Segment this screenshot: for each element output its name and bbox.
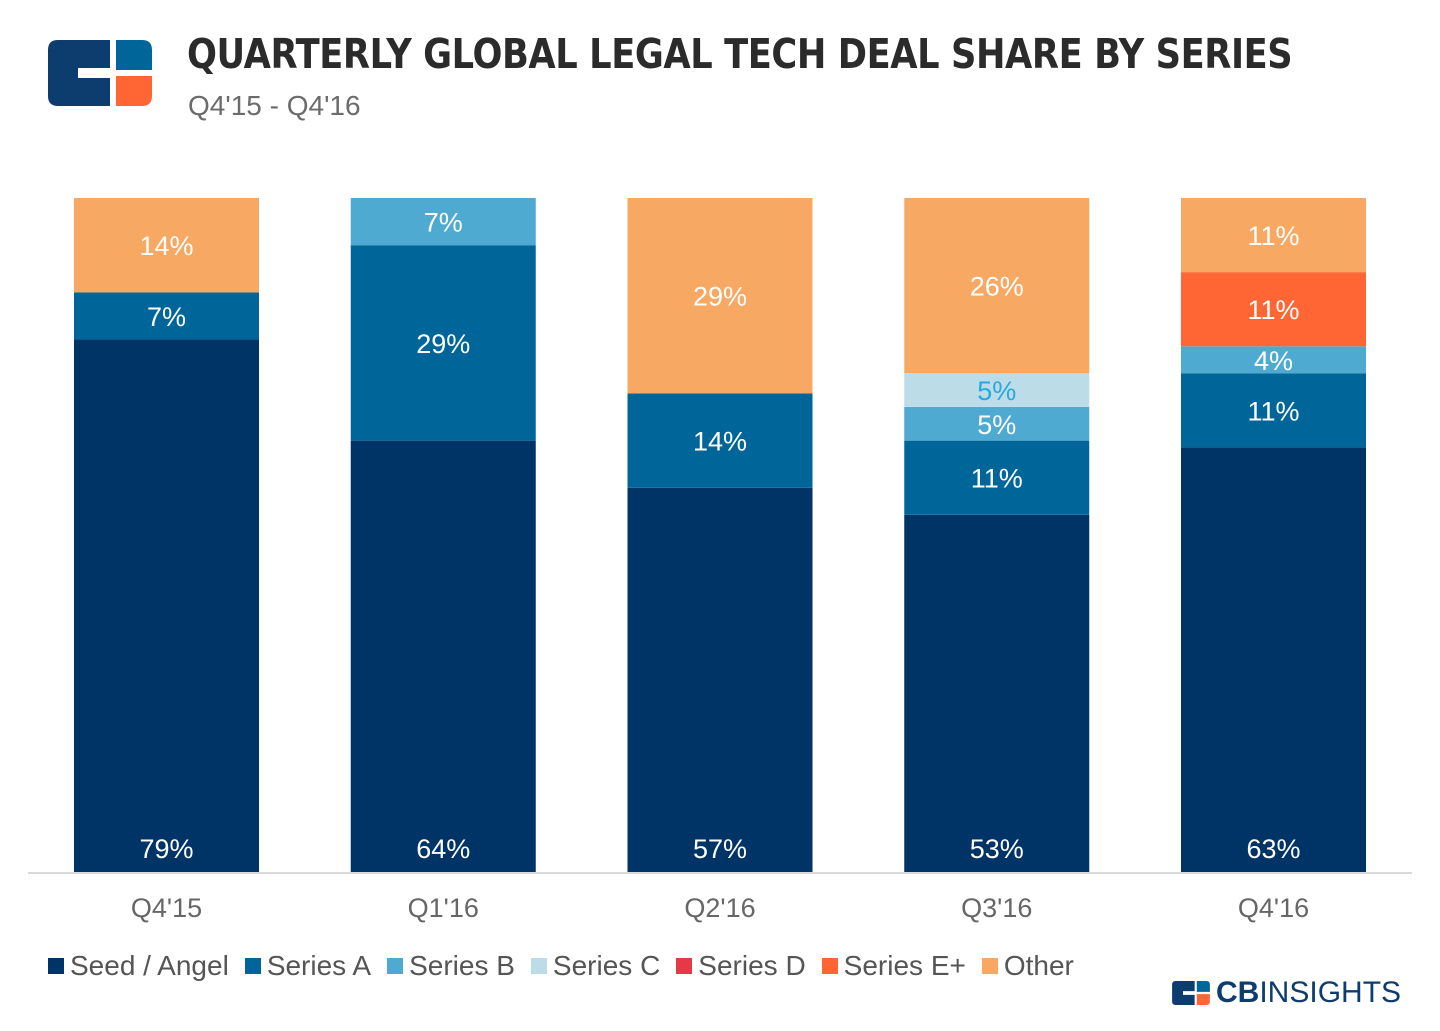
data-label: 53% xyxy=(970,834,1024,864)
data-label: 4% xyxy=(1254,346,1293,376)
legend-label: Seed / Angel xyxy=(70,950,229,981)
bar-segment-other-3 xyxy=(904,198,1090,374)
cbinsights-mark-icon xyxy=(1172,981,1210,1005)
cbinsights-logo-icon xyxy=(48,40,152,106)
data-label: 11% xyxy=(971,464,1023,494)
brand-name: CBINSIGHTS xyxy=(1216,976,1401,1010)
bar-segment-series-a-3 xyxy=(904,440,1090,515)
bar-segment-series-b-1 xyxy=(350,198,536,246)
data-label: 11% xyxy=(1247,396,1299,426)
data-label: 79% xyxy=(139,834,193,864)
x-tick-label: Q4'15 xyxy=(131,893,202,923)
chart-subtitle: Q4'15 - Q4'16 xyxy=(188,90,361,121)
legend-item-series-e-: Series E+ xyxy=(821,950,966,982)
bar-segment-series-c-3 xyxy=(904,373,1090,407)
legend-swatch xyxy=(244,958,261,974)
bar-segment-series-e--4 xyxy=(1181,272,1366,347)
stacked-bar-chart: 79% 7% 14% Q4'15 64% 29% 7% Q1'16 57% 14% 29% Q2'16… xyxy=(28,198,1412,923)
brand-light: INSIGHTS xyxy=(1259,976,1402,1009)
legend-item-series-a: Series A xyxy=(244,950,372,982)
data-label: 26% xyxy=(970,272,1024,302)
legend-label: Series B xyxy=(409,950,515,981)
legend-label: Series E+ xyxy=(843,950,966,981)
legend-label: Series C xyxy=(552,950,661,981)
legend-item-other: Other xyxy=(981,950,1074,982)
x-tick-label: Q2'16 xyxy=(684,893,755,923)
legend-swatch xyxy=(821,958,838,974)
legend-swatch xyxy=(48,958,64,974)
bar-segment-other-4 xyxy=(1181,198,1366,273)
legend-item-series-b: Series B xyxy=(387,950,515,982)
legend-label: Series A xyxy=(266,950,372,981)
bar-segment-seed-angel-1 xyxy=(350,440,536,872)
legend-label: Series D xyxy=(698,950,806,981)
data-label: 29% xyxy=(416,329,470,359)
data-label: 5% xyxy=(977,376,1016,406)
data-label: 11% xyxy=(1247,221,1299,251)
data-label: 7% xyxy=(424,208,463,238)
data-label: 14% xyxy=(693,427,747,457)
bar-segment-series-b-4 xyxy=(1181,346,1366,374)
legend-item-series-c: Series C xyxy=(530,950,661,982)
bar-segment-series-a-4 xyxy=(1181,373,1366,448)
data-label: 29% xyxy=(693,282,747,312)
bar-segment-seed-angel-4 xyxy=(1181,447,1366,872)
legend-swatch xyxy=(981,958,998,974)
bar-segment-other-0 xyxy=(74,198,259,293)
chart-legend: Seed / Angel Series A Series B Series C Seri… xyxy=(48,950,1090,982)
chart-title: QUARTERLY GLOBAL LEGAL TECH DEAL SHARE B… xyxy=(187,30,1293,78)
data-label: 7% xyxy=(147,302,186,332)
bar-segment-other-2 xyxy=(627,198,813,394)
x-tick-label: Q4'16 xyxy=(1238,893,1309,923)
bar-segment-seed-angel-3 xyxy=(904,514,1090,872)
cbinsights-brand: CBINSIGHTS xyxy=(1172,976,1401,1010)
data-label: 63% xyxy=(1246,834,1300,864)
data-label: 64% xyxy=(416,834,470,864)
legend-label: Other xyxy=(1003,950,1074,981)
data-label: 5% xyxy=(977,410,1016,440)
x-tick-label: Q1'16 xyxy=(408,893,479,923)
bar-segment-series-b-3 xyxy=(904,406,1090,441)
legend-swatch xyxy=(676,958,693,974)
bar-segment-series-a-2 xyxy=(627,393,813,488)
x-tick-label: Q3'16 xyxy=(961,893,1032,923)
bar-segment-series-a-1 xyxy=(350,245,536,441)
data-label: 14% xyxy=(139,231,193,261)
bar-segment-seed-angel-0 xyxy=(74,339,259,872)
bar-segment-seed-angel-2 xyxy=(627,487,813,872)
legend-item-seed-angel: Seed / Angel xyxy=(48,950,229,982)
legend-swatch xyxy=(387,958,404,974)
legend-swatch xyxy=(530,958,547,974)
data-label: 57% xyxy=(693,834,747,864)
data-label: 11% xyxy=(1247,295,1299,325)
brand-bold: CB xyxy=(1216,976,1260,1009)
bar-segment-series-a-0 xyxy=(74,292,259,340)
legend-item-series-d: Series D xyxy=(676,950,806,982)
